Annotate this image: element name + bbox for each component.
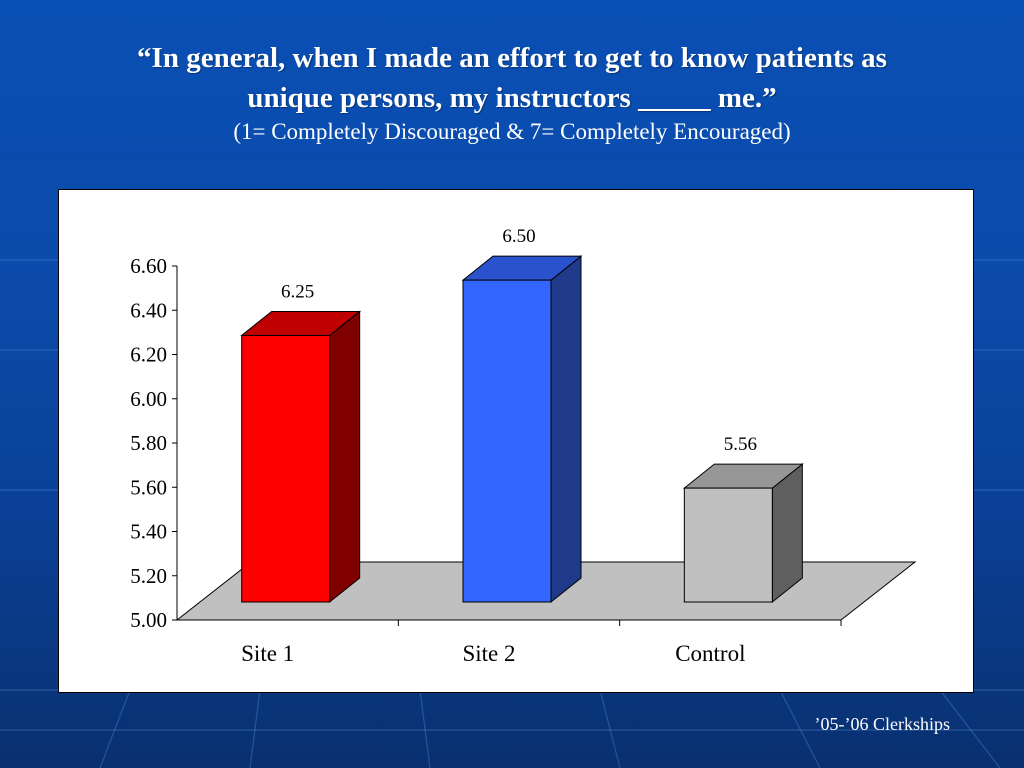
y-tick-label: 6.60 [130,254,167,278]
y-tick-label: 6.40 [130,298,167,322]
data-label: 5.56 [724,434,757,455]
y-tick-label: 5.80 [130,431,167,455]
bar-chart: 5.00 5.20 5.40 5.60 5.80 6.00 6.20 6.40 6.60 6.2… [130,226,917,666]
bar-front-face [683,487,773,603]
y-tick-label: 5.00 [130,608,167,632]
bars-group [240,255,804,604]
footer-note: ’05-’06 Clerkships [814,714,950,734]
bar-side-face [329,310,361,604]
y-tick-label: 6.20 [130,343,167,367]
labels-group: 6.25 Site 1 6.50 Site 2 5.56 Control [241,226,757,666]
slide-subtitle: (1= Completely Discouraged & 7= Complete… [233,119,791,144]
y-axis: 5.00 5.20 5.40 5.60 5.80 6.00 6.20 6.40 6.60 [130,254,842,632]
y-tick-label: 5.60 [130,475,167,499]
bar-site-2 [461,255,583,604]
bar-side-face [550,255,582,604]
bar-site-1 [240,310,362,604]
data-label: 6.50 [502,226,535,247]
chart-panel: 5.00 5.20 5.40 5.60 5.80 6.00 6.20 6.40 6.60 6.2… [58,189,974,693]
title-block: “In general, when I made an effort to ge… [0,38,1024,147]
data-label: 6.25 [281,281,314,302]
y-tick-label: 5.20 [130,564,167,588]
x-tick-label: Site 2 [462,641,515,666]
y-tick-label: 6.00 [130,387,167,411]
x-tick-label: Site 1 [241,641,294,666]
slide-title: “In general, when I made an effort to ge… [137,42,887,114]
bar-control [682,463,804,604]
y-tick-label: 5.40 [130,520,167,544]
bar-front-face [241,334,331,603]
x-tick-label: Control [675,641,745,666]
bar-front-face [462,279,552,603]
